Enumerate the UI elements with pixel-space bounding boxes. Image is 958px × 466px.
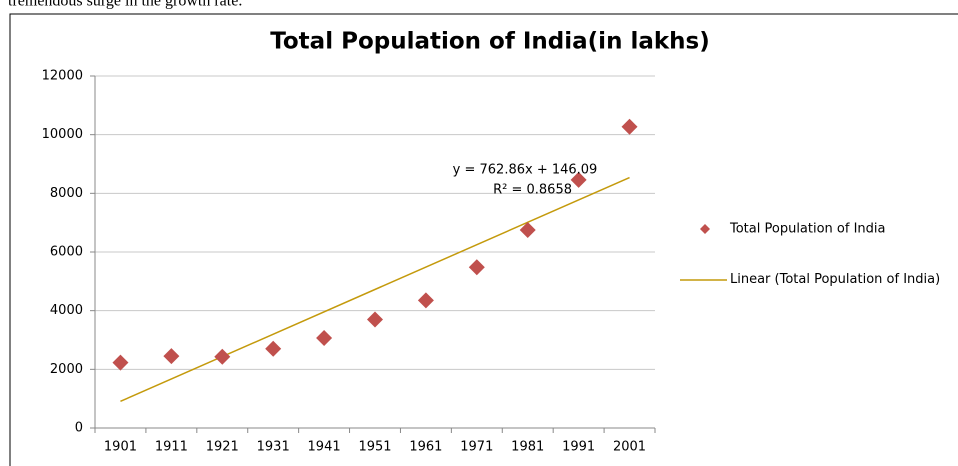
x-tick-label: 1991: [562, 440, 595, 455]
x-tick-label: 1931: [257, 440, 290, 455]
x-tick-label: 1981: [511, 440, 544, 455]
trend-equation: y = 762.86x + 146.09: [453, 163, 598, 178]
legend-marker: [700, 224, 710, 234]
data-point: [519, 222, 536, 238]
data-point: [417, 292, 434, 309]
chart-border: [9, 13, 958, 466]
chart-title: Total Population of India(in lakhs): [270, 29, 709, 55]
data-point: [468, 259, 485, 276]
x-tick-label: 1961: [409, 440, 442, 455]
y-tick-label: 0: [75, 421, 83, 436]
data-point: [163, 348, 180, 365]
x-tick-label: 1941: [308, 440, 341, 455]
trendline: [120, 176, 630, 403]
x-tick-label: 1911: [155, 440, 188, 455]
y-tick-label: 4000: [50, 303, 83, 318]
caption: tremendous surge in the growth rate.: [8, 0, 242, 10]
y-tick-label: 12000: [42, 69, 83, 84]
x-tick-label: 1971: [460, 440, 493, 455]
trend-r2: R² = 0.8658: [493, 183, 572, 198]
data-point: [570, 171, 587, 188]
legend-label: Total Population of India: [729, 222, 886, 237]
data-point: [112, 354, 129, 371]
y-tick-label: 2000: [50, 362, 83, 377]
data-point: [367, 311, 383, 328]
y-tick-label: 10000: [42, 127, 83, 142]
legend-trend-label: Linear (Total Population of India): [730, 272, 941, 287]
data-point: [621, 118, 638, 135]
y-tick-label: 6000: [50, 245, 83, 260]
data-point: [316, 329, 333, 346]
data-point: [214, 348, 231, 365]
y-tick-label: 8000: [50, 186, 83, 201]
data-point: [265, 340, 282, 357]
x-tick-label: 1901: [104, 440, 137, 455]
x-tick-label: 2001: [613, 440, 646, 455]
x-tick-label: 1921: [206, 440, 239, 455]
x-tick-label: 1951: [358, 440, 391, 455]
